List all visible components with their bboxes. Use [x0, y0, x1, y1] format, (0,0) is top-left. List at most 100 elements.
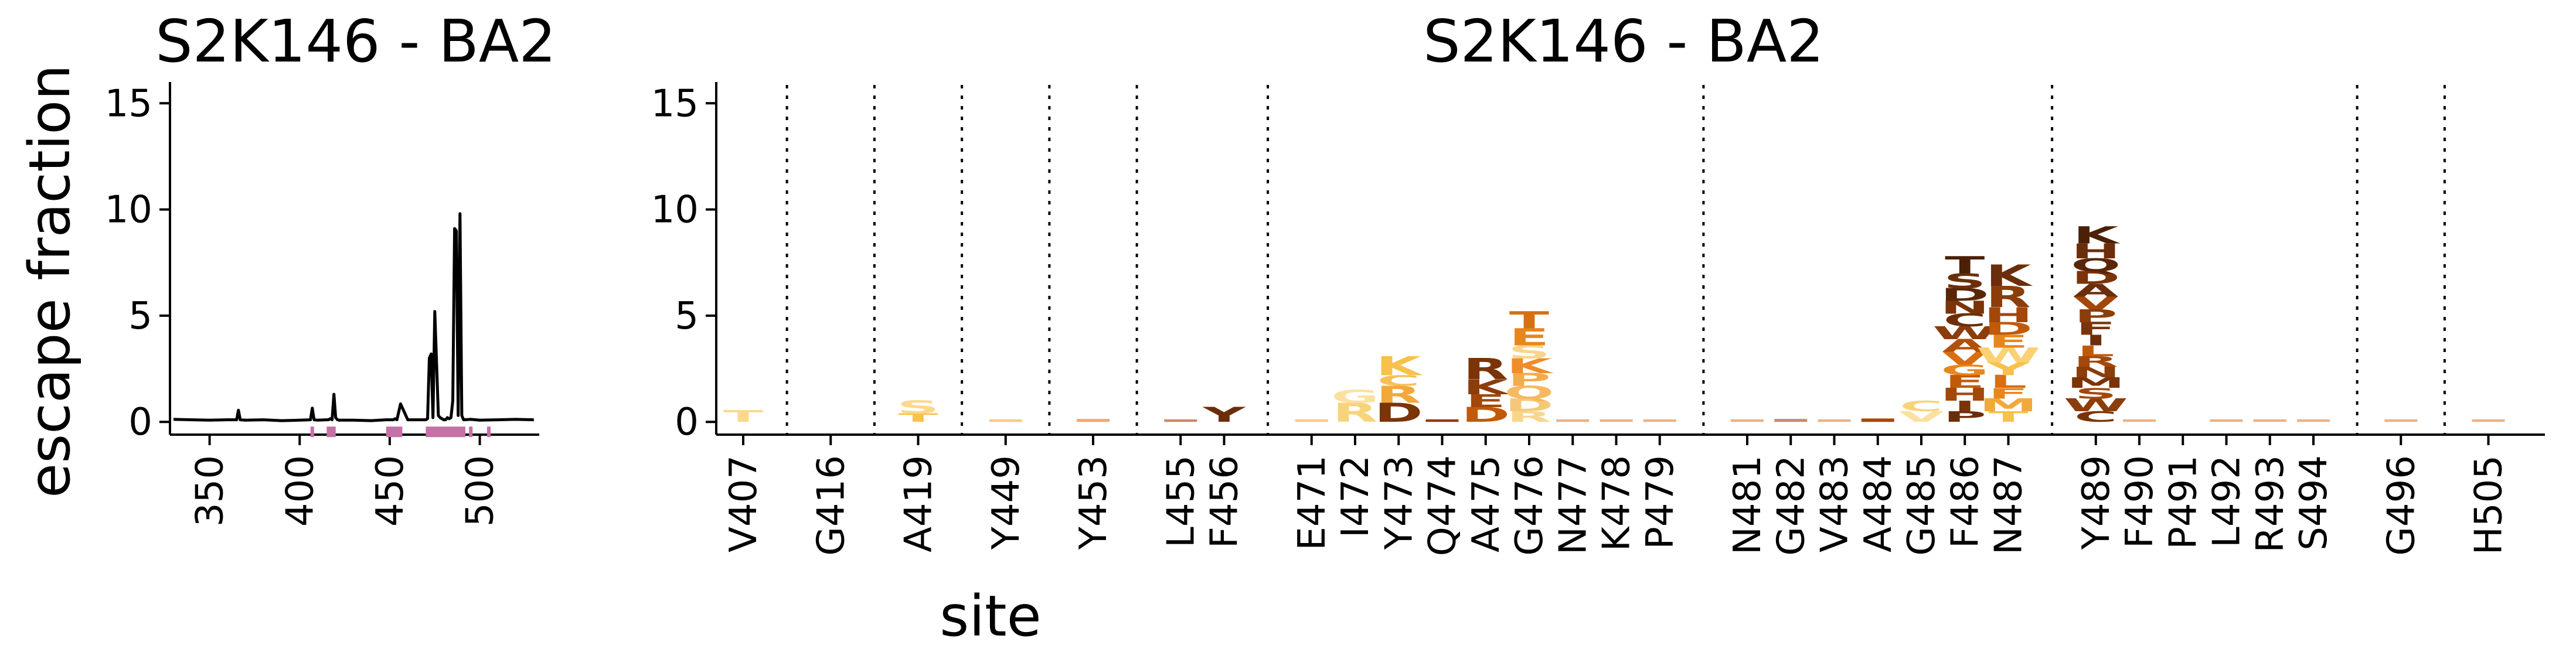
left-x-tick-label: 350 — [189, 455, 232, 527]
site-label: Y449 — [985, 455, 1028, 550]
logo-letter: A — [2073, 281, 2118, 301]
site-label: F486 — [1944, 455, 1987, 548]
logo-letter: K — [1506, 354, 1554, 378]
site-label: V407 — [722, 455, 765, 552]
logo-letter: D — [1941, 285, 1989, 305]
y-axis-label: escape fraction — [17, 64, 83, 498]
logo-baseline-trace — [1295, 419, 1328, 422]
logo-letter: W — [2064, 395, 2128, 415]
logo-letter: M — [1979, 395, 2037, 415]
highlighted-site-range — [326, 426, 336, 438]
site-label: R493 — [2249, 455, 2292, 553]
logo-letter: C — [1900, 398, 1942, 415]
logo-letter: G — [1331, 387, 1379, 407]
highlighted-site-range — [310, 426, 314, 438]
logo-baseline-trace — [1774, 419, 1808, 422]
logo-letter: R — [1463, 353, 1508, 387]
highlighted-site-range — [486, 426, 491, 438]
logo-letter: L — [2077, 343, 2115, 360]
site-label: Y473 — [1377, 455, 1421, 550]
escape-fraction-line — [173, 212, 534, 422]
logo-letter: K — [1376, 351, 1424, 381]
site-label: G476 — [1508, 455, 1551, 556]
highlighted-site-range — [426, 426, 465, 438]
logo-letter: P — [1944, 408, 1986, 425]
logo-letter: R — [1986, 280, 2031, 314]
site-line-plot: S2K146 - BA2 escape fraction site 0 5 10 15… — [17, 7, 1042, 649]
site-label: P479 — [1639, 455, 1682, 549]
site-label: E471 — [1291, 455, 1334, 551]
logo-letter: M — [2067, 374, 2125, 391]
highlighted-site-range — [469, 426, 473, 438]
site-label: G416 — [809, 455, 853, 556]
logo-letter: D — [1461, 403, 1510, 426]
site-label: S494 — [2292, 455, 2336, 551]
site-label: P491 — [2162, 455, 2205, 549]
logo-letter: I — [2085, 332, 2107, 349]
logo-letter: A — [1942, 336, 1988, 356]
right-y-tick-label: 10 — [651, 189, 699, 232]
logo-letter: H — [2071, 240, 2121, 263]
site-label: A419 — [897, 455, 941, 552]
left-plot-title: S2K146 - BA2 — [155, 7, 556, 76]
logo-letter: W — [1932, 323, 1997, 343]
logo-letter: K — [2073, 222, 2121, 249]
site-label: G485 — [1900, 455, 1944, 556]
logo-letter: K — [1463, 375, 1510, 399]
site-label: N477 — [1551, 455, 1595, 555]
logo-baseline-trace — [1731, 419, 1764, 422]
logo-baseline-trace — [2253, 419, 2286, 422]
logo-letter: N — [1940, 298, 1989, 317]
logo-letter: T — [1945, 251, 1985, 278]
logo-letter: S — [1508, 342, 1550, 362]
site-label: V483 — [1813, 455, 1857, 552]
site-label: N481 — [1726, 455, 1769, 555]
logo-letter: S — [1944, 269, 1986, 293]
logo-letter: C — [1377, 373, 1420, 390]
logo-letter: D — [1984, 319, 2033, 339]
logo-letter: P — [1508, 370, 1550, 390]
x-axis-label: site — [940, 583, 1041, 649]
logo-baseline-trace — [2472, 419, 2505, 422]
left-x-tick-label: 500 — [459, 455, 502, 527]
right-y-tick-label: 5 — [675, 295, 699, 338]
logo-letter: W — [1976, 344, 2040, 367]
logo-letter: T — [1988, 408, 2029, 425]
logo-letter: Q — [1504, 383, 1554, 402]
site-label: H505 — [2468, 455, 2511, 555]
logo-letter: S — [897, 398, 939, 418]
logo-letter: H — [1984, 303, 2033, 327]
logo-letter: D — [1505, 395, 1554, 415]
highlighted-site-range — [386, 426, 403, 438]
logo-letter: C — [2074, 408, 2117, 425]
right-y-tick-label: 15 — [651, 82, 699, 125]
logo-letter: T — [898, 411, 938, 425]
logo-letter: P — [2074, 306, 2117, 326]
logo-baseline-trace — [1861, 418, 1894, 422]
site-label: F456 — [1203, 455, 1247, 548]
logo-letter: V — [1942, 349, 1988, 368]
logo-letter: F — [1988, 385, 2028, 402]
logo-baseline-trace — [1425, 419, 1459, 422]
site-label: K478 — [1595, 455, 1639, 551]
site-label: F490 — [2118, 455, 2162, 548]
logo-letter: S — [2075, 385, 2117, 402]
logo-letter: D — [1374, 398, 1423, 428]
site-label: L455 — [1159, 455, 1203, 548]
left-y-tick-label: 15 — [105, 82, 152, 125]
logo-baseline-trace — [1643, 419, 1676, 422]
left-x-tick-label: 450 — [369, 455, 412, 527]
site-label: I472 — [1334, 455, 1377, 538]
left-y-tick-label: 10 — [105, 189, 152, 232]
site-label: N487 — [1988, 455, 2031, 555]
logo-baseline-trace — [1164, 419, 1197, 422]
logo-letter: R — [2073, 353, 2118, 370]
logo-letter: E — [1988, 332, 2028, 351]
site-label: L492 — [2206, 455, 2249, 548]
logo-letter: H — [1940, 385, 1989, 405]
logo-letter: R — [1376, 381, 1421, 408]
logo-baseline-trace — [1818, 419, 1851, 422]
logo-baseline-trace — [2210, 419, 2243, 422]
